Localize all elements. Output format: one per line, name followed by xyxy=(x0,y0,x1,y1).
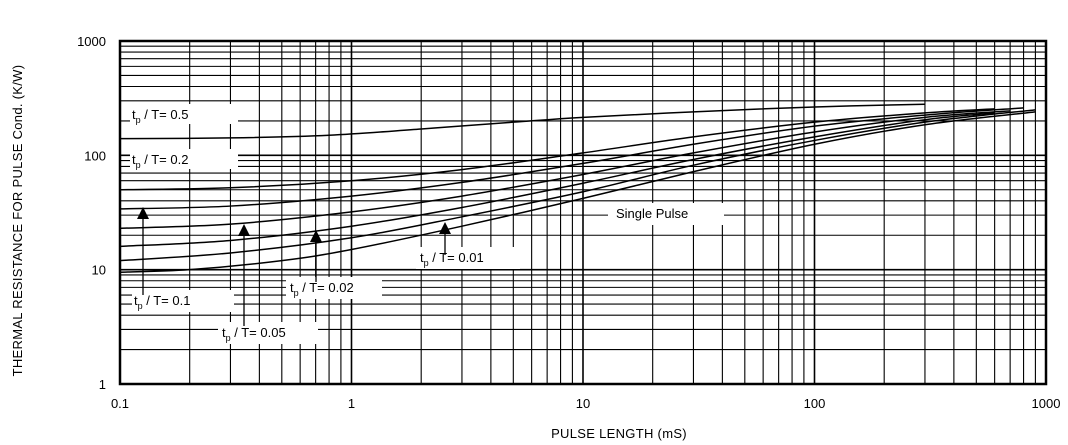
series-line-3 xyxy=(119,107,1024,210)
x-tick-label: 100 xyxy=(804,396,826,411)
annotation-label: tp / T= 0.5 xyxy=(132,107,188,125)
annotation-4: tp / T= 0.05 xyxy=(218,322,318,344)
x-axis-label: PULSE LENGTH (mS) xyxy=(551,426,687,441)
annotation-label: tp / T= 0.01 xyxy=(420,250,484,268)
x-tick-label: 1 xyxy=(348,396,355,411)
annotation-7: Single Pulse xyxy=(608,203,724,225)
x-tick-label: 0.1 xyxy=(111,396,129,411)
annotation-background xyxy=(416,247,520,269)
arrow-icon xyxy=(310,230,322,282)
annotation-background xyxy=(286,277,382,299)
series-group xyxy=(119,103,1036,273)
arrow-icon xyxy=(439,222,451,255)
annotation-background xyxy=(218,322,318,344)
series-line-1 xyxy=(119,103,925,140)
annotation-5: tp / T= 0.02 xyxy=(286,277,382,299)
annotation-background xyxy=(130,149,238,169)
grid xyxy=(120,41,1046,384)
y-tick-label: 1 xyxy=(99,377,106,392)
series-line-6 xyxy=(119,109,1036,262)
annotation-group: tp / T= 0.5 tp / T= 0.2 tp / T= 0.1 tp / T=… xyxy=(130,104,724,344)
arrow-icon xyxy=(238,224,250,326)
tick-labels: 0.1 1 10 100 1000 1 10 100 1000 xyxy=(77,34,1060,411)
y-tick-label: 100 xyxy=(84,148,106,163)
annotation-1: tp / T= 0.5 xyxy=(130,104,238,125)
annotation-3: tp / T= 0.1 xyxy=(132,290,234,312)
series-line-5 xyxy=(119,112,995,248)
annotation-label: tp / T= 0.1 xyxy=(134,293,190,311)
plot-frame xyxy=(118,39,1048,386)
series-line-4 xyxy=(119,110,1011,230)
x-tick-label: 1000 xyxy=(1032,396,1061,411)
annotation-background xyxy=(130,104,238,124)
series-line-2 xyxy=(119,108,995,191)
y-tick-label: 1000 xyxy=(77,34,106,49)
annotation-background xyxy=(132,290,234,312)
y-axis-label: THERMAL RESISTANCE FOR PULSE Cond. (K/W) xyxy=(10,65,25,377)
arrow-icon xyxy=(137,207,149,295)
y-tick-label: 10 xyxy=(92,263,106,278)
annotation-2: tp / T= 0.2 xyxy=(130,149,238,170)
series-line-7 xyxy=(119,111,1036,273)
annotation-6: tp / T= 0.01 xyxy=(416,247,520,269)
annotation-label: tp / T= 0.02 xyxy=(290,280,354,298)
annotation-background xyxy=(608,203,724,225)
annotation-label: tp / T= 0.2 xyxy=(132,152,188,170)
annotation-label: tp / T= 0.05 xyxy=(222,325,286,343)
x-tick-label: 10 xyxy=(576,396,590,411)
annotation-label: Single Pulse xyxy=(616,206,688,221)
